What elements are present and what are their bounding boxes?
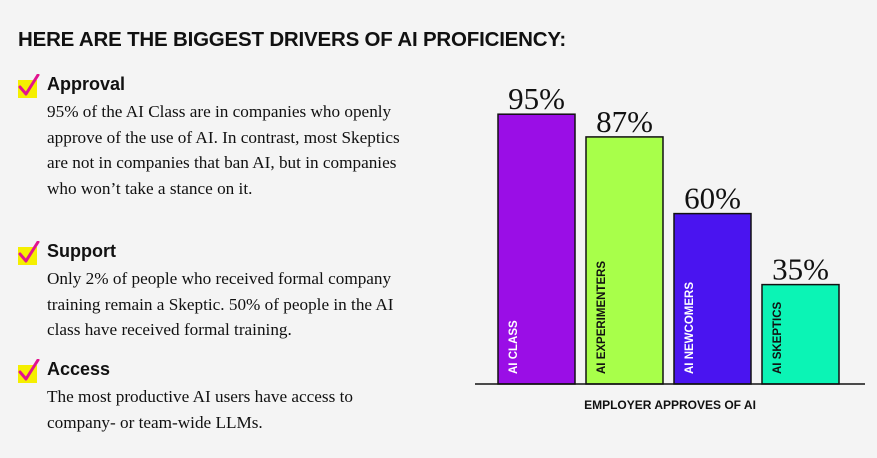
x-axis-label: EMPLOYER APPROVES OF AI bbox=[584, 398, 756, 412]
bar-value-label: 35% bbox=[772, 252, 829, 287]
bar-category-label: AI SKEPTICS bbox=[772, 301, 784, 374]
checkmark-icon bbox=[18, 74, 40, 98]
driver-title: Support bbox=[47, 241, 116, 261]
driver-description: 95% of the AI Class are in companies who… bbox=[47, 102, 400, 198]
driver-title: Approval bbox=[47, 74, 126, 94]
bar-value-label: 87% bbox=[596, 104, 653, 139]
bar-category-label: AI EXPERIMENTERS bbox=[596, 261, 608, 374]
bar-category-label: AI NEWCOMERS bbox=[684, 282, 696, 374]
checkmark-icon bbox=[18, 359, 40, 383]
page-headline: HERE ARE THE BIGGEST DRIVERS OF AI PROFI… bbox=[18, 28, 566, 51]
driver-description: Only 2% of people who received formal co… bbox=[47, 269, 394, 339]
driver-description: The most productive AI users have access… bbox=[47, 387, 353, 432]
bar bbox=[497, 113, 576, 385]
bar-value-label: 95% bbox=[508, 81, 565, 116]
bar-value-label: 60% bbox=[684, 181, 741, 216]
driver-title: Access bbox=[47, 359, 111, 379]
bar-category-label: AI CLASS bbox=[508, 320, 520, 374]
bar-chart: 95% AI CLASS 87% AI EXPERIMENTERS 60% AI NEWC… bbox=[470, 60, 870, 450]
checkmark-icon bbox=[18, 241, 40, 265]
chart-svg: 95% AI CLASS 87% AI EXPERIMENTERS 60% AI NEWC… bbox=[475, 81, 865, 412]
